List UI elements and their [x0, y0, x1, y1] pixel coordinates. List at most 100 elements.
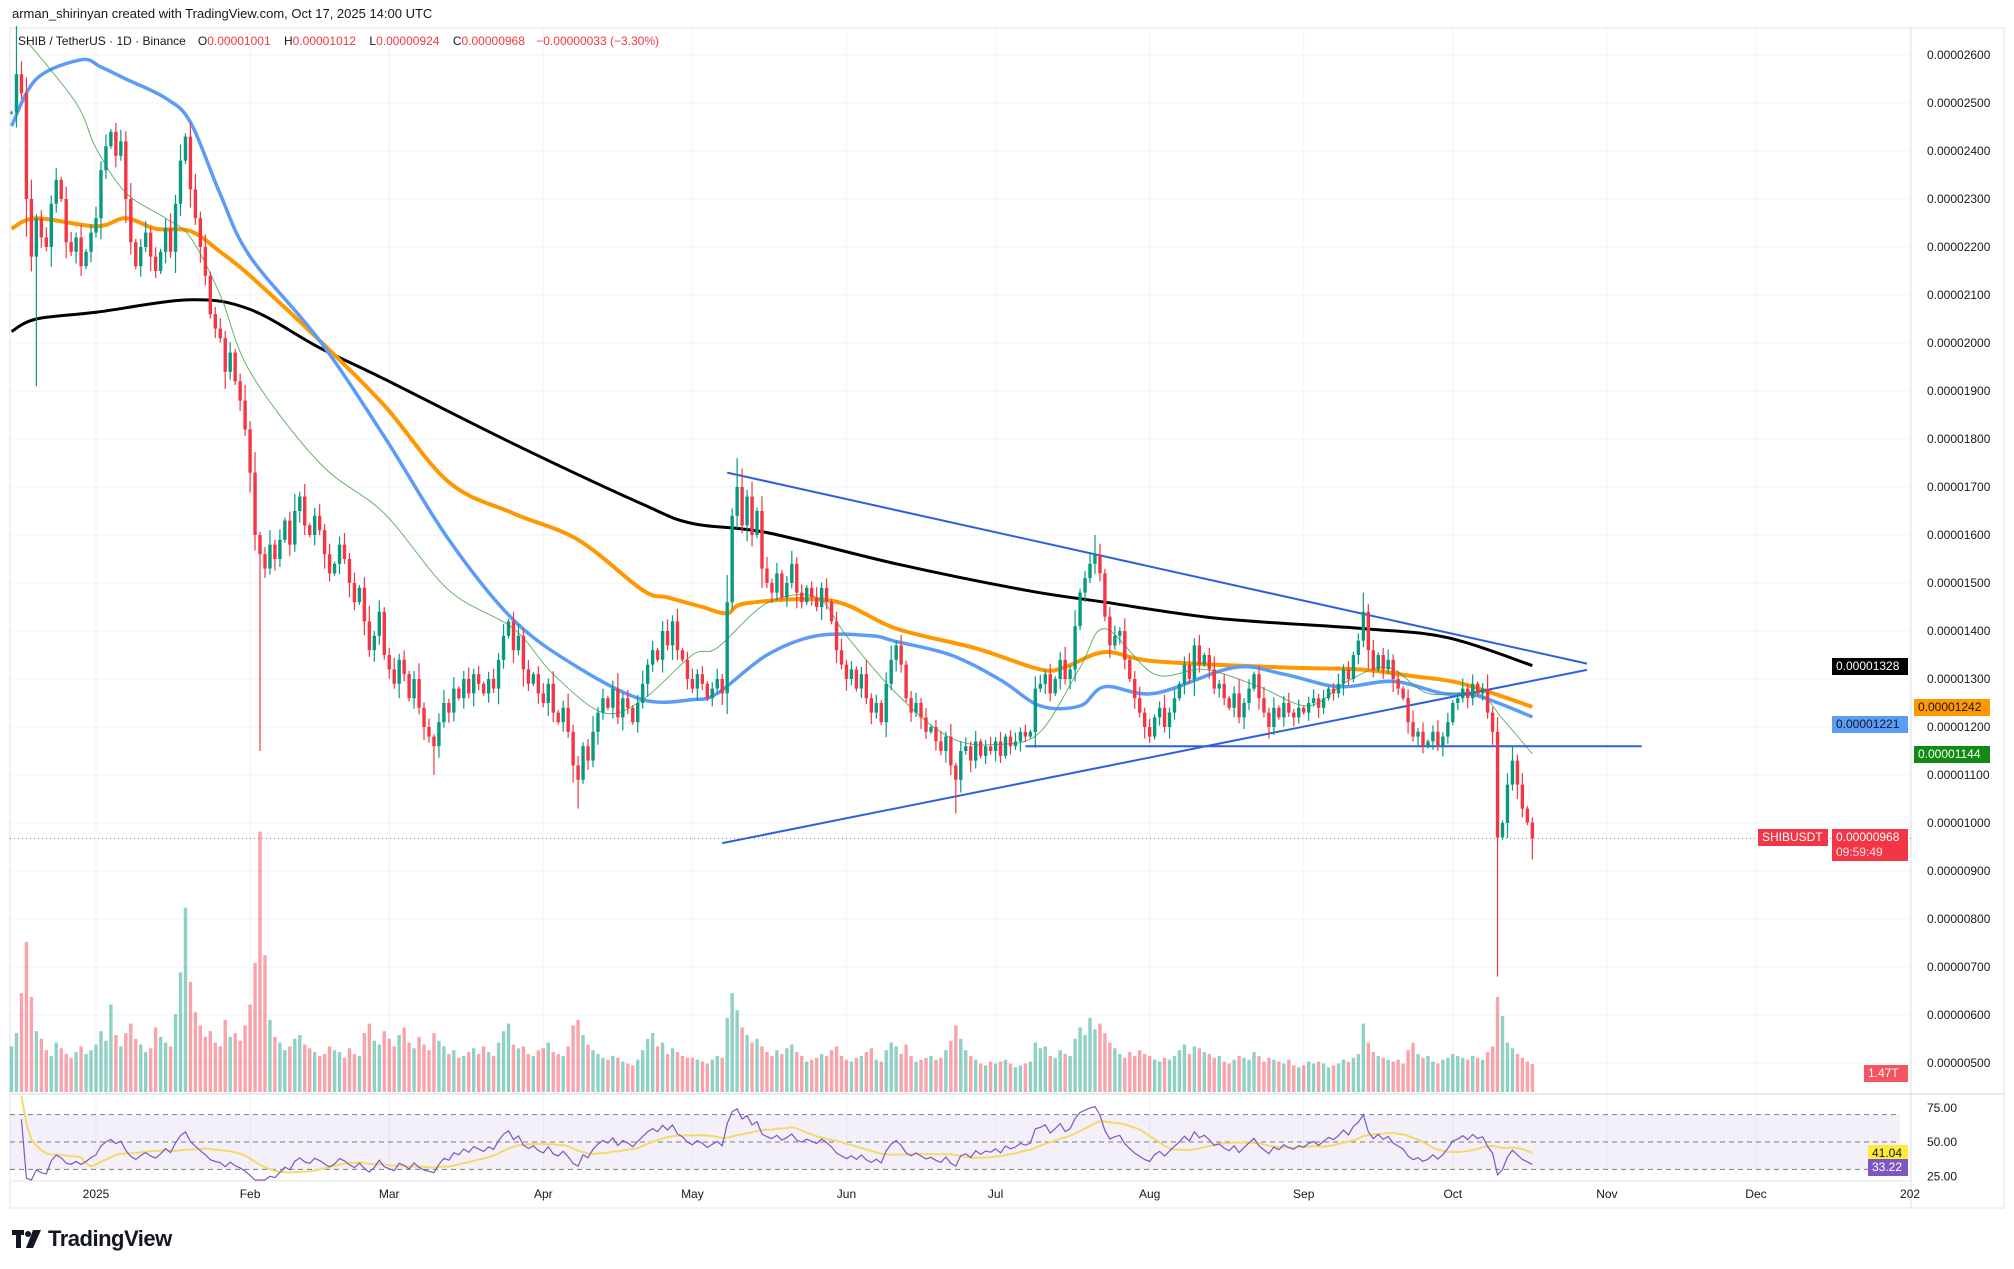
volume-bar [1202, 1052, 1207, 1092]
volume-bar [467, 1052, 471, 1092]
price-axis[interactable]: 0.00002600 0.00002500 0.00002400 0.00002300… [1927, 48, 1991, 1070]
candle [715, 668, 719, 693]
candle-body [819, 587, 824, 607]
candle [919, 698, 923, 730]
candle [1495, 717, 1500, 977]
volume-bar [844, 1059, 849, 1092]
time-tick-label: Dec [1745, 1187, 1766, 1201]
candle [690, 668, 695, 693]
candle-body [183, 136, 188, 161]
candle [89, 224, 93, 263]
candle [1346, 661, 1351, 686]
volume-bar [1525, 1061, 1530, 1092]
candle [412, 671, 416, 709]
rsi-line [20, 1105, 1533, 1181]
price-tick-label: 0.00001600 [1927, 528, 1991, 542]
trendline-lower-support[interactable] [722, 668, 1588, 845]
candle [1147, 718, 1152, 743]
candle-body [1187, 664, 1192, 679]
candle [1505, 773, 1510, 838]
candle-body [193, 189, 198, 219]
candle [854, 666, 859, 692]
volume-bar [1371, 1052, 1375, 1092]
volume-bar [387, 1038, 391, 1092]
volume-bar [655, 1046, 660, 1092]
time-axis[interactable]: 2025 Feb Mar Apr May Jun Jul Aug Sep Oct Nov Dec 202 [83, 1187, 1921, 1201]
volume-bar [566, 1046, 570, 1092]
volume-bar [611, 1055, 615, 1092]
volume-bar [278, 1042, 282, 1092]
candle [99, 161, 103, 240]
candle [1152, 714, 1157, 740]
volume-bar [1530, 1064, 1535, 1092]
volume-bar [104, 1040, 108, 1092]
candle [959, 741, 963, 793]
candle-body [1520, 784, 1525, 809]
candle [322, 524, 327, 569]
candle-body [1207, 655, 1211, 670]
candle-body [735, 487, 739, 516]
candle-body [392, 669, 396, 684]
candle-body [1222, 683, 1226, 699]
volume-bar [367, 1023, 372, 1092]
candle-body [173, 203, 178, 252]
volume-bar [362, 1033, 367, 1092]
price-tick-label: 0.00000700 [1927, 960, 1991, 974]
volume-bar [725, 1017, 729, 1092]
candle [14, 26, 19, 128]
candle-body [124, 141, 128, 199]
candle [129, 182, 133, 255]
candle-body [770, 583, 774, 593]
candle-body [785, 583, 789, 598]
candle-body [1510, 760, 1515, 785]
candle [626, 689, 630, 715]
volume-bar [1351, 1057, 1356, 1092]
candle [303, 483, 307, 536]
candle [158, 248, 163, 274]
trendline-upper-resistance[interactable] [726, 471, 1588, 665]
candle-body [601, 698, 605, 713]
candle-body [1252, 674, 1256, 689]
volume-bar [496, 1042, 501, 1092]
candle-body [591, 731, 595, 761]
candle [1028, 729, 1033, 739]
candle [1217, 680, 1221, 698]
candle [1078, 588, 1082, 631]
volume-bar [173, 1014, 178, 1092]
volume-bar [1257, 1055, 1261, 1092]
candle-body [1113, 635, 1117, 646]
candle [720, 674, 724, 706]
candle-body [322, 530, 327, 555]
candle [1138, 686, 1142, 718]
candle [1321, 689, 1326, 715]
rsi-tick-label: 25.00 [1927, 1169, 1957, 1183]
candle [1366, 603, 1371, 669]
volume-bar [1490, 1046, 1495, 1092]
volume-bar [491, 1055, 496, 1092]
volume-bar [1341, 1059, 1346, 1092]
candle-body [1346, 669, 1351, 679]
volume-bar [705, 1063, 710, 1092]
candle-body [710, 688, 714, 699]
volume-bar [442, 1046, 446, 1092]
trendlines[interactable] [10, 471, 1911, 845]
volume-bar [909, 1055, 913, 1092]
volume-bar [1311, 1063, 1316, 1092]
candle-body [432, 736, 436, 747]
volume-bar [268, 1019, 272, 1092]
price-tick-label: 0.00002300 [1927, 192, 1991, 206]
volume-bar [1376, 1055, 1380, 1092]
tradingview-logo[interactable]: TradingView [12, 1226, 172, 1252]
symbol-title[interactable]: SHIB / TetherUS · 1D · Binance [18, 34, 186, 48]
volume-bar [983, 1065, 988, 1092]
candle-body [929, 727, 933, 732]
rsi-tick-label: 50.00 [1927, 1135, 1957, 1149]
candle-body [213, 314, 217, 329]
candle-body [1053, 679, 1057, 694]
candle-body [293, 511, 297, 545]
candle [49, 195, 53, 267]
tradingview-logo-icon [12, 1230, 41, 1248]
volume-bar [606, 1059, 610, 1092]
volume-bar [988, 1061, 993, 1092]
